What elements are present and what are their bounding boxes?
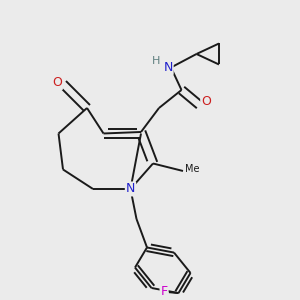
Text: F: F xyxy=(160,285,168,298)
Text: H: H xyxy=(152,56,160,66)
Text: Me: Me xyxy=(185,164,199,174)
Text: N: N xyxy=(126,182,135,196)
Text: N: N xyxy=(163,61,173,74)
Text: O: O xyxy=(52,76,62,89)
Text: O: O xyxy=(201,95,211,109)
